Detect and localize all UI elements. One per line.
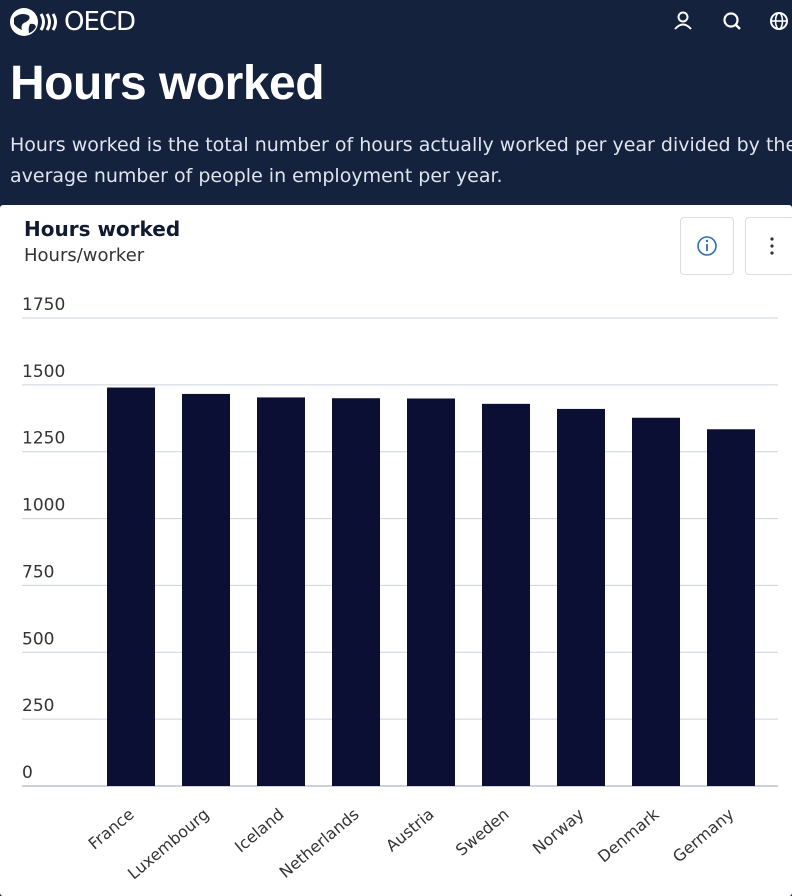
- y-tick-label: 1250: [22, 429, 65, 449]
- info-button[interactable]: [680, 217, 734, 275]
- chart-card: Hours worked Hours/worker 0 250 500 750 1000…: [0, 205, 792, 896]
- bar-sweden[interactable]: [482, 403, 530, 786]
- x-tick-label: Sweden: [452, 805, 513, 860]
- y-tick-label: 250: [22, 696, 54, 716]
- bar-chart: 0 250 500 750 1000 1250 1500 1750 FranceLuxembou…: [22, 295, 778, 884]
- y-tick-label: 1500: [22, 362, 65, 382]
- x-tick-label: Denmark: [594, 804, 663, 866]
- oecd-globe-icon: [10, 8, 57, 36]
- y-tick-label: 750: [22, 562, 54, 582]
- page-description: Hours worked is the total number of hour…: [10, 134, 792, 187]
- top-navigation-bar: OECD: [0, 0, 792, 46]
- bar-luxembourg[interactable]: [182, 393, 230, 786]
- x-tick-label: Iceland: [231, 805, 288, 857]
- user-icon[interactable]: [670, 8, 696, 34]
- y-tick-label: 500: [22, 629, 54, 649]
- info-icon: [697, 236, 717, 256]
- bar-denmark[interactable]: [632, 417, 680, 786]
- y-tick-label: 1750: [22, 295, 65, 315]
- chart-title: Hours worked: [24, 217, 181, 241]
- bar-austria[interactable]: [407, 398, 455, 786]
- bar-netherlands[interactable]: [332, 398, 380, 786]
- page-title: Hours worked: [10, 57, 325, 110]
- more-options-button[interactable]: [745, 217, 792, 275]
- y-tick-label: 1000: [22, 496, 65, 516]
- bar-germany[interactable]: [707, 429, 755, 786]
- oecd-logo[interactable]: OECD: [8, 6, 136, 38]
- more-vertical-icon: [770, 237, 774, 255]
- y-tick-label: 0: [22, 763, 33, 783]
- x-tick-label: Netherlands: [276, 805, 363, 882]
- bar-norway[interactable]: [557, 408, 605, 786]
- chart-subtitle: Hours/worker: [24, 245, 145, 266]
- bar-iceland[interactable]: [257, 397, 305, 786]
- logo-text: OECD: [64, 7, 136, 37]
- x-tick-label: Luxembourg: [124, 805, 213, 884]
- bar-france[interactable]: [107, 387, 155, 786]
- x-tick-label: Austria: [382, 805, 438, 856]
- x-tick-label: Germany: [669, 805, 738, 867]
- search-icon[interactable]: [719, 8, 745, 34]
- x-tick-label: France: [85, 805, 138, 854]
- globe-icon[interactable]: [766, 8, 792, 34]
- x-tick-label: Norway: [529, 805, 588, 859]
